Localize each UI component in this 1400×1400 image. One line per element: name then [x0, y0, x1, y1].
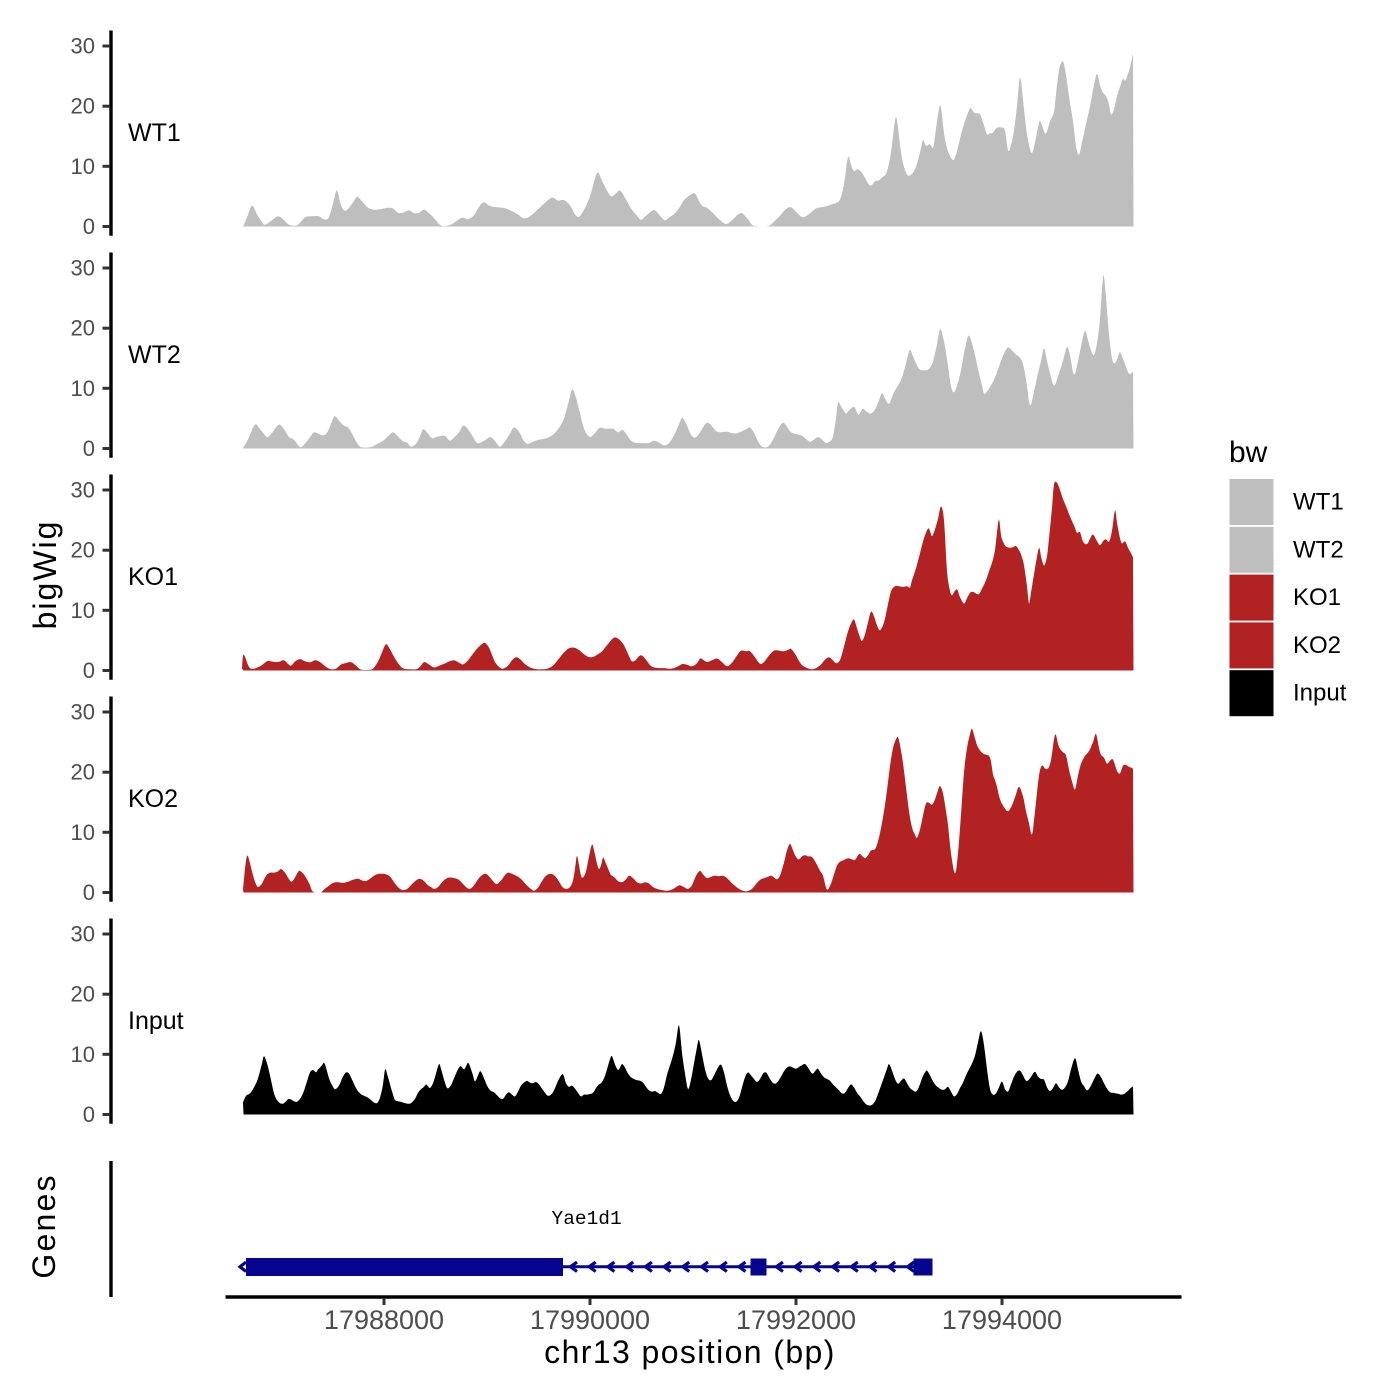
svg-text:0: 0 — [83, 1102, 95, 1127]
svg-text:30: 30 — [71, 478, 95, 503]
svg-text:KO2: KO2 — [128, 785, 178, 813]
svg-text:17992000: 17992000 — [736, 1305, 856, 1335]
svg-text:20: 20 — [71, 760, 95, 785]
svg-text:17990000: 17990000 — [530, 1305, 650, 1335]
svg-text:bw: bw — [1229, 436, 1268, 469]
svg-text:20: 20 — [71, 538, 95, 563]
svg-text:10: 10 — [71, 598, 95, 623]
svg-text:17988000: 17988000 — [324, 1305, 444, 1335]
svg-text:WT1: WT1 — [128, 119, 181, 147]
svg-text:chr13 position (bp): chr13 position (bp) — [544, 1334, 836, 1370]
svg-text:WT1: WT1 — [1293, 489, 1344, 516]
svg-text:0: 0 — [83, 658, 95, 683]
svg-text:10: 10 — [71, 1042, 95, 1067]
svg-text:20: 20 — [71, 316, 95, 341]
svg-text:Input: Input — [1293, 680, 1347, 707]
svg-text:20: 20 — [71, 982, 95, 1007]
svg-text:30: 30 — [71, 34, 95, 59]
svg-text:30: 30 — [71, 922, 95, 947]
svg-text:WT2: WT2 — [128, 341, 181, 369]
svg-text:10: 10 — [71, 820, 95, 845]
svg-text:17994000: 17994000 — [942, 1305, 1062, 1335]
svg-text:Genes: Genes — [26, 1173, 62, 1278]
svg-text:30: 30 — [71, 700, 95, 725]
svg-text:10: 10 — [71, 376, 95, 401]
svg-text:WT2: WT2 — [1293, 536, 1344, 563]
svg-text:Input: Input — [128, 1007, 184, 1035]
svg-text:Yae1d1: Yae1d1 — [552, 1208, 622, 1230]
svg-text:0: 0 — [83, 436, 95, 461]
svg-text:KO2: KO2 — [1293, 632, 1341, 659]
svg-text:30: 30 — [71, 256, 95, 281]
svg-text:0: 0 — [83, 880, 95, 905]
svg-text:0: 0 — [83, 214, 95, 239]
svg-text:10: 10 — [71, 154, 95, 179]
svg-text:KO1: KO1 — [1293, 584, 1341, 611]
svg-text:bigWig: bigWig — [27, 520, 63, 630]
svg-text:KO1: KO1 — [128, 563, 178, 591]
svg-text:20: 20 — [71, 94, 95, 119]
